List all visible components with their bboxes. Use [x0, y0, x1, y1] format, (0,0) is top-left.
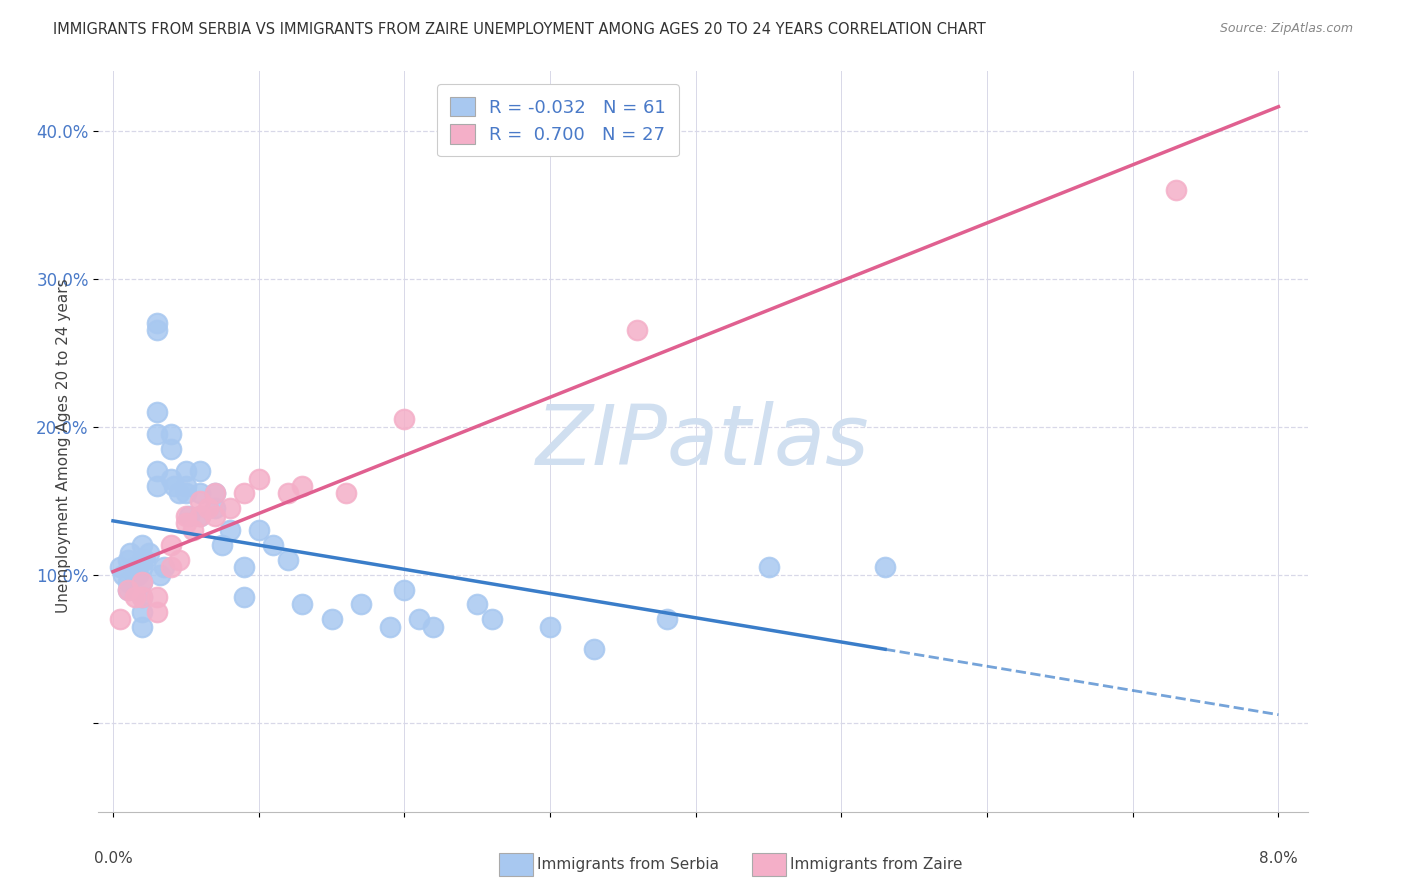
Point — [233, 590, 256, 604]
Point — [350, 598, 373, 612]
Point — [120, 546, 142, 560]
Point — [262, 538, 284, 552]
Point — [174, 464, 197, 478]
Point — [145, 479, 167, 493]
Point — [233, 560, 256, 574]
Point — [131, 619, 153, 633]
Text: Unemployment Among Ages 20 to 24 years: Unemployment Among Ages 20 to 24 years — [56, 278, 70, 614]
Point — [190, 464, 212, 478]
Point — [247, 524, 270, 538]
Legend: R = -0.032   N = 61, R =  0.700   N = 27: R = -0.032 N = 61, R = 0.700 N = 27 — [437, 84, 679, 156]
Point — [160, 471, 183, 485]
Point — [465, 598, 488, 612]
Point — [181, 524, 204, 538]
Point — [117, 553, 139, 567]
Point — [160, 560, 183, 574]
Text: Immigrants from Serbia: Immigrants from Serbia — [537, 857, 718, 871]
Point — [190, 508, 212, 523]
Point — [875, 560, 897, 574]
Point — [247, 471, 270, 485]
Point — [174, 508, 197, 523]
Point — [277, 486, 299, 500]
Point — [321, 612, 343, 626]
Text: Immigrants from Zaire: Immigrants from Zaire — [790, 857, 963, 871]
Point — [145, 605, 167, 619]
Point — [112, 567, 135, 582]
Point — [177, 508, 200, 523]
Point — [124, 590, 146, 604]
Point — [204, 501, 226, 516]
Point — [758, 560, 780, 574]
Point — [204, 508, 226, 523]
Point — [131, 590, 153, 604]
Point — [131, 575, 153, 590]
Point — [145, 427, 167, 442]
Point — [160, 442, 183, 456]
Point — [149, 567, 172, 582]
Point — [277, 553, 299, 567]
Point — [378, 619, 401, 633]
Point — [394, 412, 416, 426]
Point — [131, 538, 153, 552]
Point — [131, 560, 153, 574]
Point — [138, 546, 160, 560]
Point — [394, 582, 416, 597]
Point — [117, 582, 139, 597]
Point — [538, 619, 561, 633]
Point — [117, 582, 139, 597]
Point — [190, 493, 212, 508]
Point — [124, 567, 146, 582]
Point — [131, 605, 153, 619]
Point — [145, 405, 167, 419]
Point — [110, 612, 132, 626]
Point — [233, 486, 256, 500]
Point — [291, 598, 314, 612]
Point — [117, 575, 139, 590]
Point — [167, 553, 190, 567]
Point — [174, 486, 197, 500]
Point — [131, 553, 153, 567]
Text: 0.0%: 0.0% — [94, 851, 132, 865]
Point — [174, 479, 197, 493]
Point — [335, 486, 357, 500]
Text: ZIPatlas: ZIPatlas — [536, 401, 870, 482]
Point — [655, 612, 678, 626]
Point — [124, 560, 146, 574]
Point — [582, 641, 605, 656]
Point — [163, 479, 186, 493]
Point — [626, 324, 648, 338]
Point — [160, 427, 183, 442]
Point — [110, 560, 132, 574]
Point — [204, 486, 226, 500]
Point — [481, 612, 503, 626]
Point — [190, 508, 212, 523]
Point — [218, 524, 240, 538]
Point — [211, 538, 233, 552]
Point — [190, 486, 212, 500]
Point — [131, 590, 153, 604]
Point — [153, 560, 176, 574]
Point — [145, 590, 167, 604]
Point — [145, 464, 167, 478]
Point — [174, 516, 197, 530]
Point — [134, 553, 156, 567]
Point — [291, 479, 314, 493]
Point — [127, 567, 149, 582]
Point — [145, 324, 167, 338]
Point — [218, 501, 240, 516]
Point — [204, 486, 226, 500]
Point — [408, 612, 430, 626]
Point — [145, 316, 167, 330]
Point — [422, 619, 444, 633]
Point — [160, 538, 183, 552]
Text: 8.0%: 8.0% — [1258, 851, 1298, 865]
Point — [131, 575, 153, 590]
Text: IMMIGRANTS FROM SERBIA VS IMMIGRANTS FROM ZAIRE UNEMPLOYMENT AMONG AGES 20 TO 24: IMMIGRANTS FROM SERBIA VS IMMIGRANTS FRO… — [53, 22, 986, 37]
Point — [1166, 183, 1188, 197]
Text: Source: ZipAtlas.com: Source: ZipAtlas.com — [1219, 22, 1353, 36]
Point — [197, 501, 219, 516]
Point — [167, 486, 190, 500]
